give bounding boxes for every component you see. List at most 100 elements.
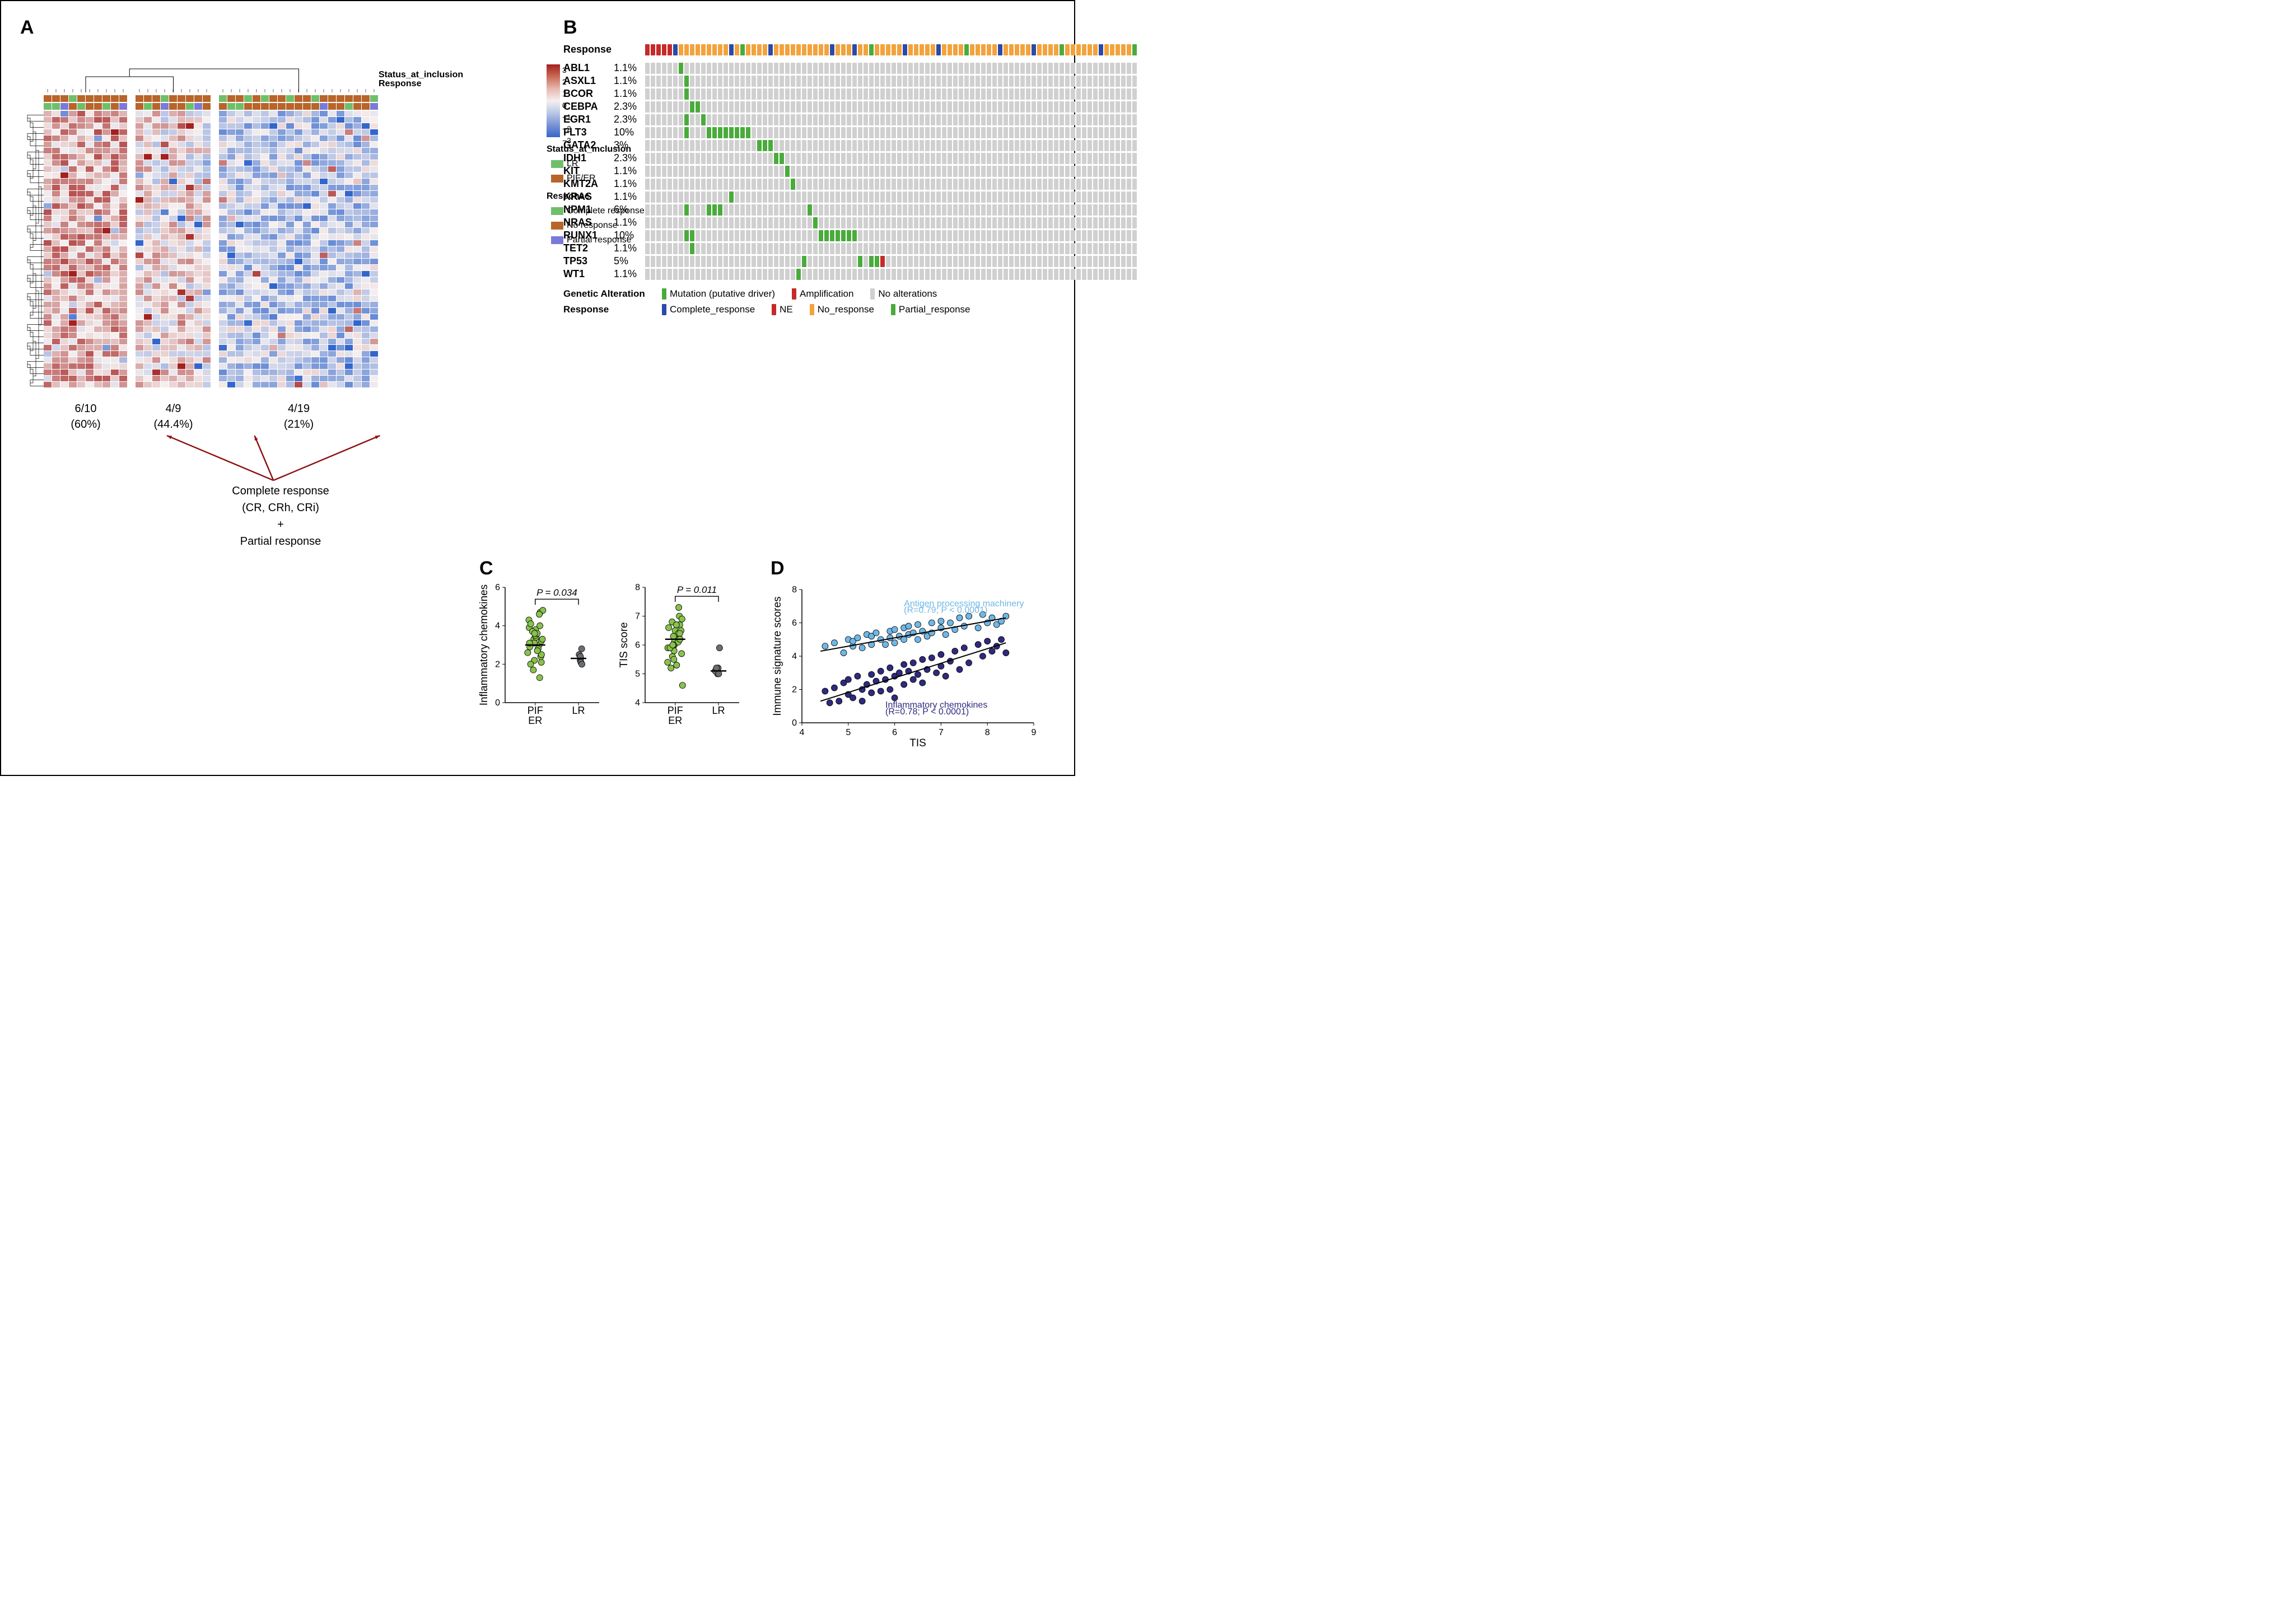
- svg-text:4: 4: [495, 621, 500, 631]
- caption-1: Complete response: [20, 483, 541, 499]
- svg-text:6: 6: [495, 583, 500, 592]
- svg-text:Inflammatory chemokines: Inflammatory chemokines: [479, 585, 490, 705]
- heatmap: [136, 111, 211, 388]
- onco-row-KMT2A: KMT2A1.1%: [563, 177, 1138, 190]
- response-stat: 6/10(60%): [44, 401, 128, 432]
- panel-a: A 6/10(60%)4/9(44.4%)4/19(21%) Complete …: [20, 17, 541, 550]
- svg-text:ER: ER: [668, 715, 682, 726]
- onco-row-NRAS: NRAS1.1%: [563, 216, 1138, 229]
- svg-text:9: 9: [1032, 728, 1037, 737]
- anno-status: [44, 95, 128, 102]
- cluster-2: [219, 95, 379, 388]
- panel-c-plots: 0246Inflammatory chemokinesP = 0.034PIFE…: [479, 582, 771, 730]
- cluster-0: [44, 95, 128, 388]
- onco-legend-resp-items: Complete_responseNENo_responsePartial_re…: [653, 304, 978, 315]
- onco-legend-resp-title: Response: [563, 304, 653, 315]
- svg-text:P = 0.011: P = 0.011: [677, 585, 717, 595]
- svg-text:4: 4: [792, 652, 797, 661]
- svg-text:2: 2: [495, 660, 500, 669]
- onco-response-cells: [645, 44, 1138, 55]
- oncoprint: Response ABL11.1%ASXL11.1%BCOR1.1%CEBPA2…: [563, 43, 1138, 280]
- response-stats: 6/10(60%) 4/9(44.4%) 4/19(21%): [44, 401, 541, 432]
- onco-row-IDH1: IDH12.3%: [563, 152, 1138, 165]
- figure: A 6/10(60%)4/9(44.4%)4/19(21%) Complete …: [0, 0, 1075, 776]
- panel-a-body: 6/10(60%) 4/9(44.4%) 4/19(21%) Complete re…: [20, 39, 541, 550]
- svg-text:Immune signature scores: Immune signature scores: [772, 596, 783, 716]
- response-arrows: [101, 432, 460, 483]
- color-scale-bar: [547, 64, 560, 137]
- onco-row-TET2: TET21.1%: [563, 242, 1138, 255]
- onco-row-ASXL1: ASXL11.1%: [563, 74, 1138, 87]
- heatmap-region: [20, 95, 541, 392]
- onco-legend-ga-items: Mutation (putative driver)AmplificationN…: [653, 288, 945, 300]
- onco-legend-resp: Response Complete_responseNENo_responseP…: [563, 304, 1138, 315]
- onco-row-TP53: TP535%: [563, 255, 1138, 268]
- response-stat: 4/9(44.4%): [136, 401, 211, 432]
- svg-text:7: 7: [635, 612, 640, 621]
- caption-3: Partial response: [20, 533, 541, 550]
- svg-text:8: 8: [985, 728, 990, 737]
- strip-plot-0: 0246Inflammatory chemokinesP = 0.034PIFE…: [479, 582, 603, 730]
- svg-text:7: 7: [939, 728, 944, 737]
- svg-text:TIS score: TIS score: [619, 622, 630, 667]
- panel-c: C 0 2 4 6 Inflammatory chemokines P = 0.034 PI…: [479, 558, 771, 730]
- anno-status: [136, 95, 211, 102]
- onco-row-BCOR: BCOR1.1%: [563, 87, 1138, 100]
- svg-text:5: 5: [635, 670, 640, 679]
- svg-text:LR: LR: [572, 705, 585, 716]
- onco-legend-ga-title: Genetic Alteration: [563, 288, 653, 300]
- response-caption: Complete response (CR, CRh, CRi) + Parti…: [20, 483, 541, 550]
- svg-text:PIF: PIF: [668, 705, 683, 716]
- heatmap-clusters: [44, 95, 379, 388]
- onco-row-FLT3: FLT310%: [563, 126, 1138, 139]
- dendro-top-svg: [20, 66, 379, 92]
- svg-text:8: 8: [792, 585, 797, 595]
- svg-text:TIS: TIS: [909, 737, 926, 749]
- anno-response: [44, 103, 128, 110]
- strip-plot-1: 4 5 6 7 8 TIS score P = 0.011 PIFER LR: [619, 582, 743, 730]
- svg-text:4: 4: [635, 698, 640, 708]
- svg-text:(R=0.79; P < 0.0001): (R=0.79; P < 0.0001): [904, 606, 987, 615]
- svg-text:5: 5: [846, 728, 851, 737]
- svg-text:ER: ER: [528, 715, 542, 726]
- onco-row-EGR1: EGR12.3%: [563, 113, 1138, 126]
- panel-d-plot: 02468456789Immune signature scoresTISAnt…: [771, 582, 1055, 752]
- anno-response: [219, 103, 379, 110]
- panel-c-label: C: [479, 558, 493, 579]
- onco-row-NPM1: NPM16%: [563, 203, 1138, 216]
- onco-response-label: Response: [563, 44, 614, 55]
- onco-row-CEBPA: CEBPA2.3%: [563, 100, 1138, 113]
- caption-plus: +: [20, 516, 541, 533]
- svg-text:P = 0.034: P = 0.034: [536, 587, 577, 598]
- response-stat: 4/19(21%): [219, 401, 379, 432]
- anno-response-label: Response: [379, 79, 421, 89]
- anno-response: [136, 103, 211, 110]
- svg-text:6: 6: [635, 640, 640, 650]
- onco-row-KRAS: KRAS1.1%: [563, 190, 1138, 203]
- color-scale-ticks: 3210−1−2−3: [560, 64, 571, 137]
- onco-gene-rows: ABL11.1%ASXL11.1%BCOR1.1%CEBPA2.3%EGR12.…: [563, 62, 1138, 280]
- onco-row-WT1: WT11.1%: [563, 268, 1138, 280]
- panel-d: D 02468456789Immune signature scoresTISA…: [771, 558, 1055, 752]
- cluster-1: [136, 95, 211, 388]
- onco-row-ABL1: ABL11.1%: [563, 62, 1138, 74]
- onco-row-RUNX1: RUNX110%: [563, 229, 1138, 242]
- svg-text:6: 6: [792, 619, 797, 628]
- svg-text:6: 6: [892, 728, 897, 737]
- svg-text:(R=0.78; P < 0.0001): (R=0.78; P < 0.0001): [885, 707, 969, 717]
- svg-text:2: 2: [792, 685, 797, 695]
- bottom-row: C 0 2 4 6 Inflammatory chemokines P = 0.034 PI…: [20, 558, 1055, 752]
- panel-b-label: B: [563, 17, 577, 38]
- svg-text:8: 8: [635, 583, 640, 592]
- svg-text:0: 0: [495, 698, 500, 708]
- dendro-left: [20, 95, 44, 392]
- panel-b: B Response ABL11.1%ASXL11.1%BCOR1.1%CEBP…: [563, 17, 1138, 320]
- caption-2: (CR, CRh, CRi): [20, 499, 541, 516]
- onco-legend-ga: Genetic Alteration Mutation (putative dr…: [563, 288, 1138, 300]
- onco-row-KIT: KIT1.1%: [563, 165, 1138, 177]
- svg-text:0: 0: [792, 718, 797, 728]
- heatmap: [219, 111, 379, 388]
- svg-text:LR: LR: [712, 705, 725, 716]
- onco-response-row: Response: [563, 43, 1138, 56]
- onco-legend: Genetic Alteration Mutation (putative dr…: [563, 288, 1138, 315]
